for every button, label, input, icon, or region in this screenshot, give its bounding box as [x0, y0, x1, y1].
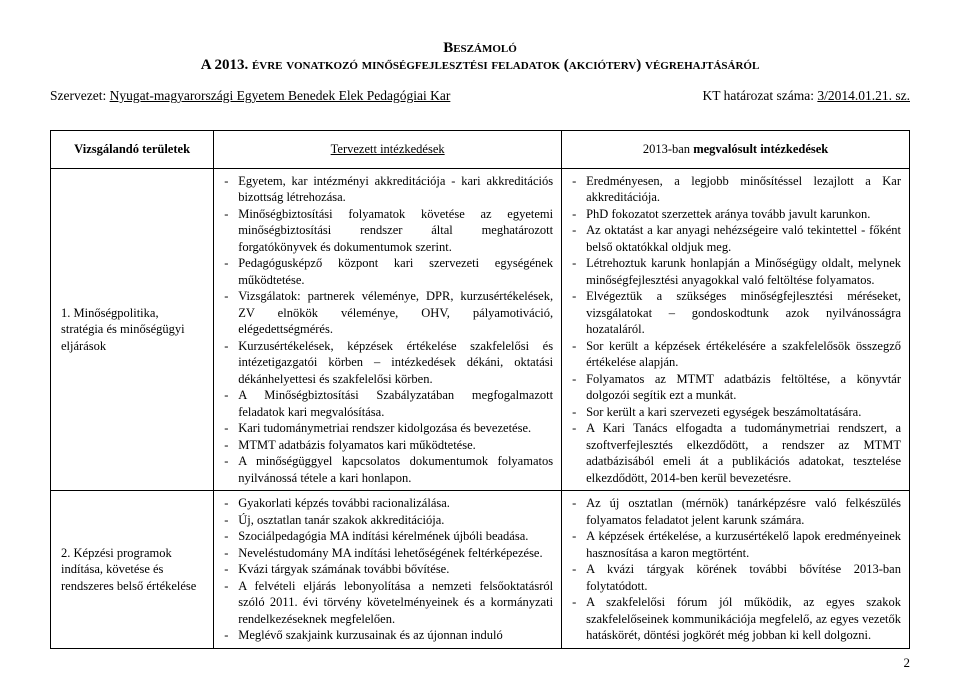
row2-planned: Gyakorlati képzés további racionalizálás…	[214, 491, 562, 649]
list-item: PhD fokozatot szerzettek aránya tovább j…	[570, 206, 901, 223]
list-item: Szociálpedagógia MA indítási kérelmének …	[222, 528, 553, 545]
org-block: Szervezet: Nyugat-magyarországi Egyetem …	[50, 88, 450, 104]
list-item: Elvégeztük a szükséges minőségfejlesztés…	[570, 288, 901, 338]
list-item: Minőségbiztosítási folyamatok követése a…	[222, 206, 553, 256]
org-value: Nyugat-magyarországi Egyetem Benedek Ele…	[110, 88, 451, 103]
list-item: A Kari Tanács elfogadta a tudománymetria…	[570, 420, 901, 486]
table-row: 2. Képzési programok indítása, követése …	[51, 491, 910, 649]
kt-label: KT határozat száma:	[703, 88, 818, 103]
list-item: Az új osztatlan (mérnök) tanárképzésre v…	[570, 495, 901, 528]
table-row: 1. Minőségpolitika, stratégia és minőség…	[51, 168, 910, 491]
row1-done: Eredményesen, a legjobb minősítéssel lez…	[562, 168, 910, 491]
th-areas: Vizsgálandó területek	[51, 131, 214, 169]
list-item: A Minőségbiztosítási Szabályzatában megf…	[222, 387, 553, 420]
list-item: Eredményesen, a legjobb minősítéssel lez…	[570, 173, 901, 206]
main-table: Vizsgálandó területek Tervezett intézked…	[50, 130, 910, 649]
list-item: A felvételi eljárás lebonyolítása a nemz…	[222, 578, 553, 628]
list-item: Neveléstudomány MA indítási lehetőségéne…	[222, 545, 553, 562]
th-done: 2013-ban megvalósult intézkedések	[562, 131, 910, 169]
th-planned: Tervezett intézkedések	[214, 131, 562, 169]
title-line2: A 2013. évre vonatkozó minőségfejlesztés…	[50, 57, 910, 74]
subtitle-row: Szervezet: Nyugat-magyarországi Egyetem …	[50, 88, 910, 104]
list-item: Pedagógusképző központ kari szervezeti e…	[222, 255, 553, 288]
list-item: A minőségüggyel kapcsolatos dokumentumok…	[222, 453, 553, 486]
list-item: A képzések értékelése, a kurzusértékelő …	[570, 528, 901, 561]
list-item: Kurzusértékelések, képzések értékelése s…	[222, 338, 553, 388]
list-item: Folyamatos az MTMT adatbázis feltöltése,…	[570, 371, 901, 404]
kt-block: KT határozat száma: 3/2014.01.21. sz.	[703, 88, 910, 104]
list-item: Egyetem, kar intézményi akkreditációja -…	[222, 173, 553, 206]
page-number: 2	[50, 655, 910, 671]
list-item: Kvázi tárgyak számának további bővítése.	[222, 561, 553, 578]
list-item: Vizsgálatok: partnerek véleménye, DPR, k…	[222, 288, 553, 338]
list-item: Az oktatást a kar anyagi nehézségeire va…	[570, 222, 901, 255]
list-item: Sor került a képzések értékelésére a sza…	[570, 338, 901, 371]
list-item: Sor került a kari szervezeti egységek be…	[570, 404, 901, 421]
row1-planned: Egyetem, kar intézményi akkreditációja -…	[214, 168, 562, 491]
list-item: Létrehoztuk karunk honlapján a Minőségüg…	[570, 255, 901, 288]
title-line1: Beszámoló	[50, 40, 910, 57]
list-item: Új, osztatlan tanár szakok akkreditációj…	[222, 512, 553, 529]
org-label: Szervezet:	[50, 88, 110, 103]
list-item: Gyakorlati képzés további racionalizálás…	[222, 495, 553, 512]
row1-label: 1. Minőségpolitika, stratégia és minőség…	[51, 168, 214, 491]
list-item: Meglévő szakjaink kurzusainak és az újon…	[222, 627, 553, 644]
row2-label: 2. Képzési programok indítása, követése …	[51, 491, 214, 649]
list-item: A kvázi tárgyak körének további bővítése…	[570, 561, 901, 594]
kt-value: 3/2014.01.21. sz.	[817, 88, 910, 103]
list-item: A szakfelelősi fórum jól működik, az egy…	[570, 594, 901, 644]
row2-done: Az új osztatlan (mérnök) tanárképzésre v…	[562, 491, 910, 649]
list-item: MTMT adatbázis folyamatos kari működteté…	[222, 437, 553, 454]
list-item: Kari tudománymetriai rendszer kidolgozás…	[222, 420, 553, 437]
